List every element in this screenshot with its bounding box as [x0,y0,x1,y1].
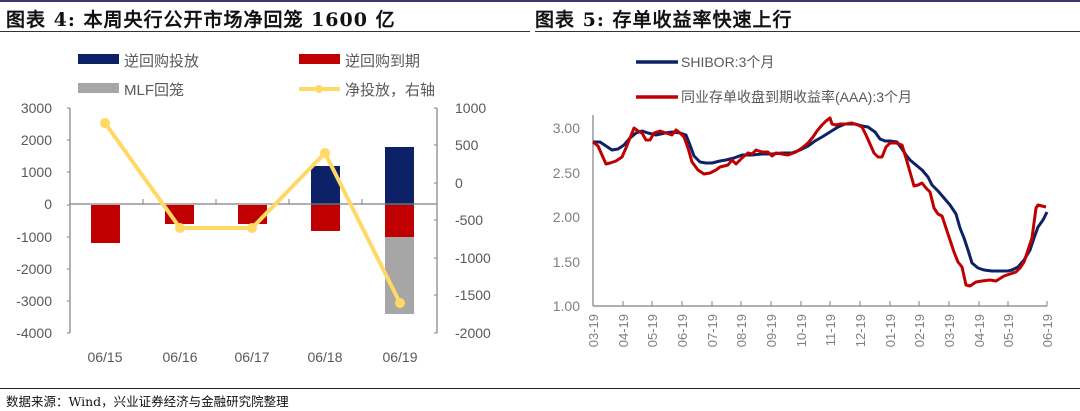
svg-text:1000: 1000 [21,164,52,180]
svg-text:500: 500 [455,137,479,153]
top-rule [0,0,1080,2]
svg-text:-2000: -2000 [16,261,52,277]
svg-text:10-19: 10-19 [794,314,809,347]
svg-text:04-19: 04-19 [616,314,631,347]
chart4-title: 图表 4: 本周央行公开市场净回笼 1600 亿 [6,9,396,31]
chart5-ncd-yield-line [592,116,1047,288]
svg-text:06/15: 06/15 [87,349,122,365]
bar-0618-maturity [311,205,340,231]
svg-text:06/18: 06/18 [307,349,342,365]
chart4-category-labels: 06/15 06/16 06/17 06/18 06/19 [87,349,417,365]
svg-text:03-19: 03-19 [586,314,601,347]
legend-label: MLF回笼 [124,82,184,99]
bar-0619-injection [385,147,414,205]
svg-text:2.50: 2.50 [553,165,580,181]
footer-rule [0,388,1080,389]
svg-text:06/19: 06/19 [382,349,417,365]
svg-text:11-19: 11-19 [823,314,838,346]
svg-text:1000: 1000 [455,100,486,116]
svg-text:08-19: 08-19 [734,314,749,347]
svg-text:02-19: 02-19 [912,314,927,347]
svg-text:1.50: 1.50 [553,254,580,270]
svg-text:-3000: -3000 [16,293,52,309]
svg-text:2000: 2000 [21,132,52,148]
chart5-y-axis: 3.00 2.50 2.00 1.50 1.00 [553,115,594,314]
svg-text:07-19: 07-19 [705,314,720,347]
chart4-net-injection-line [100,118,405,308]
chart4-legend: 逆回购投放 逆回购到期 MLF回笼 净投放，右轴 [78,53,435,99]
svg-text:03-19: 03-19 [942,314,957,347]
legend-label: 同业存单收盘到期收益率(AAA):3个月 [681,89,912,105]
legend-label: 逆回购投放 [124,53,199,70]
svg-text:01-19: 01-19 [883,314,898,347]
chart5-x-axis: 03-19 04-19 05-19 06-19 07-19 08-19 09-1… [586,301,1055,347]
svg-text:04-19: 04-19 [972,314,987,347]
legend-swatch-mlf-withdrawal [78,83,119,93]
chart5-legend: SHIBOR:3个月 同业存单收盘到期收益率(AAA):3个月 [636,54,912,105]
chart4-title-rule [0,31,530,32]
svg-text:05-19: 05-19 [1001,314,1016,347]
chart4-plot: 逆回购投放 逆回购到期 MLF回笼 净投放，右轴 3000 2000 1000 … [16,53,491,365]
chart4-right-y-axis: 1000 500 0 -500 -1000 -1500 -2000 [434,100,491,341]
svg-text:06/17: 06/17 [234,349,269,365]
svg-text:3000: 3000 [21,100,52,116]
bar-0615-maturity [91,205,120,243]
svg-text:06-19: 06-19 [1040,314,1055,347]
svg-text:-1500: -1500 [455,287,491,303]
data-source-note: 数据来源：Wind，兴业证券经济与金融研究院整理 [6,394,289,409]
chart4-left-y-axis: 3000 2000 1000 0 -1000 -2000 -3000 -4000 [16,100,71,341]
chart5-shibor-line [593,122,1049,273]
legend-swatch-reverse-repo-injection [78,54,119,64]
svg-text:-500: -500 [455,212,483,228]
svg-text:06-19: 06-19 [675,314,690,347]
svg-text:0: 0 [44,196,52,212]
svg-text:-4000: -4000 [16,325,52,341]
chart5-title: 图表 5: 存单收益率快速上行 [535,9,793,31]
svg-text:05-19: 05-19 [645,314,660,347]
svg-text:12-19: 12-19 [853,314,868,347]
svg-text:2.00: 2.00 [553,209,580,225]
chart5-plot: SHIBOR:3个月 同业存单收盘到期收益率(AAA):3个月 3.00 2.5… [553,54,1055,347]
legend-label: 净投放，右轴 [345,82,435,99]
svg-text:06/16: 06/16 [162,349,197,365]
svg-text:3.00: 3.00 [553,120,580,136]
chart5-title-rule [535,31,1080,32]
svg-text:-1000: -1000 [455,250,491,266]
legend-label: SHIBOR:3个月 [681,54,774,70]
legend-label: 逆回购到期 [345,53,420,70]
svg-text:09-19: 09-19 [764,314,779,347]
chart4-x-axis [70,199,437,205]
svg-text:-2000: -2000 [455,325,491,341]
svg-text:0: 0 [455,175,463,191]
bar-0619-maturity [385,205,414,237]
svg-text:1.00: 1.00 [553,298,580,314]
legend-swatch-reverse-repo-maturity [299,54,340,64]
svg-text:-1000: -1000 [16,229,52,245]
